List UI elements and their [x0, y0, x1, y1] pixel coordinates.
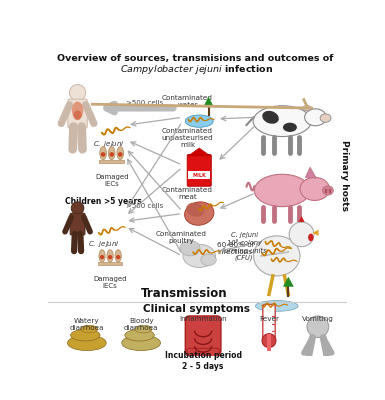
Text: C. jejuni
10⁸ colony
forming units
(CFU): C. jejuni 10⁸ colony forming units (CFU)	[222, 232, 266, 261]
Ellipse shape	[74, 110, 82, 120]
Ellipse shape	[107, 250, 113, 262]
Circle shape	[100, 255, 104, 259]
Polygon shape	[312, 230, 319, 236]
Ellipse shape	[125, 330, 154, 341]
Ellipse shape	[185, 202, 214, 225]
FancyBboxPatch shape	[187, 155, 211, 186]
Circle shape	[69, 84, 86, 101]
Ellipse shape	[115, 250, 121, 262]
Ellipse shape	[320, 114, 331, 122]
Text: MILK: MILK	[192, 172, 206, 178]
Ellipse shape	[262, 111, 279, 124]
FancyBboxPatch shape	[70, 213, 85, 235]
FancyBboxPatch shape	[185, 316, 221, 354]
Text: Damaged
IECs: Damaged IECs	[95, 174, 129, 187]
Ellipse shape	[300, 177, 330, 200]
Ellipse shape	[122, 335, 161, 351]
Text: Children >5 years: Children >5 years	[65, 197, 142, 206]
Text: Primary hosts: Primary hosts	[340, 140, 350, 210]
Polygon shape	[283, 277, 294, 287]
Circle shape	[118, 152, 122, 157]
Text: $\it{C.\ jejuni}$: $\it{C.\ jejuni}$	[93, 139, 124, 149]
Text: Contaminated
poultry: Contaminated poultry	[156, 230, 207, 244]
Ellipse shape	[99, 250, 105, 262]
Bar	[99, 160, 124, 163]
Ellipse shape	[305, 109, 326, 126]
Circle shape	[289, 222, 314, 247]
Text: Overview of sources, transmisions and outcomes of: Overview of sources, transmisions and ou…	[57, 54, 337, 63]
Text: Watery
diarrhoea: Watery diarrhoea	[70, 318, 104, 330]
Text: $\it{C.\ jejuni}$: $\it{C.\ jejuni}$	[88, 239, 120, 249]
Circle shape	[71, 202, 84, 214]
Circle shape	[262, 334, 276, 348]
Polygon shape	[305, 167, 316, 178]
Text: Incubation period
2 - 5 days: Incubation period 2 - 5 days	[165, 351, 242, 371]
Ellipse shape	[183, 244, 216, 268]
Text: Transmission: Transmission	[141, 287, 227, 300]
Text: $\mathit{Campylobacter\ jejuni}$ infection: $\mathit{Campylobacter\ jejuni}$ infecti…	[121, 63, 273, 76]
Text: Clinical symptoms: Clinical symptoms	[144, 304, 250, 314]
Ellipse shape	[308, 234, 313, 241]
Circle shape	[108, 255, 112, 259]
Text: Contaminated
unpasteurised
milk: Contaminated unpasteurised milk	[162, 128, 214, 148]
Text: Bloody
diarrhoea: Bloody diarrhoea	[124, 318, 158, 330]
Ellipse shape	[303, 105, 311, 111]
Text: Damaged
IECs: Damaged IECs	[94, 276, 127, 289]
Polygon shape	[298, 216, 305, 222]
Ellipse shape	[185, 115, 213, 127]
Ellipse shape	[255, 300, 298, 311]
Bar	[188, 171, 210, 179]
Circle shape	[116, 255, 121, 259]
Ellipse shape	[180, 240, 200, 256]
Ellipse shape	[81, 325, 98, 333]
Ellipse shape	[117, 146, 124, 160]
Text: >500 cells: >500 cells	[126, 100, 163, 106]
Circle shape	[307, 316, 329, 338]
Text: Inflammation: Inflammation	[179, 316, 227, 322]
Ellipse shape	[254, 174, 310, 207]
Bar	[267, 334, 271, 351]
Ellipse shape	[67, 335, 106, 351]
Text: Contaminated
water: Contaminated water	[162, 95, 213, 108]
Circle shape	[101, 152, 105, 157]
Ellipse shape	[323, 186, 333, 195]
Text: Vomiting: Vomiting	[302, 316, 334, 322]
Circle shape	[109, 152, 114, 157]
Text: 60-80% of
infections: 60-80% of infections	[217, 242, 254, 255]
FancyBboxPatch shape	[263, 304, 275, 340]
Ellipse shape	[283, 123, 297, 132]
Ellipse shape	[72, 102, 83, 119]
Text: Contaminated
meat: Contaminated meat	[162, 188, 213, 200]
Text: >500 cells: >500 cells	[126, 203, 163, 209]
Text: Fever: Fever	[259, 316, 279, 322]
Ellipse shape	[100, 146, 106, 160]
FancyBboxPatch shape	[187, 348, 219, 361]
Ellipse shape	[70, 330, 100, 341]
Bar	[98, 262, 122, 265]
Ellipse shape	[109, 146, 115, 160]
Ellipse shape	[253, 106, 311, 136]
Ellipse shape	[186, 202, 204, 217]
Ellipse shape	[253, 236, 300, 276]
Polygon shape	[204, 96, 213, 106]
FancyBboxPatch shape	[68, 99, 87, 128]
Ellipse shape	[201, 254, 216, 266]
Polygon shape	[188, 148, 210, 156]
Ellipse shape	[135, 325, 152, 333]
